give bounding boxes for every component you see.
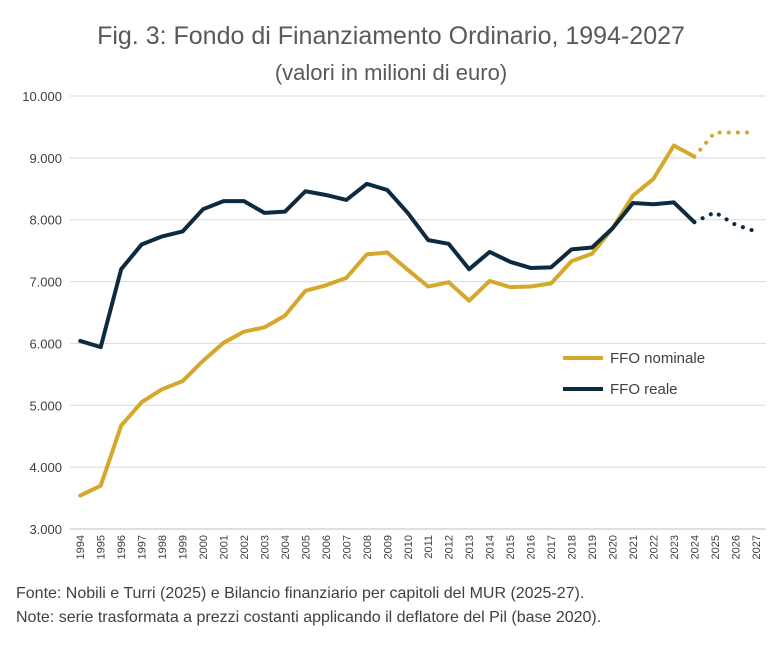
x-axis-ticks: 1994 1995 1996 1997 1998 1999 2000 2001 2002 2003… [75,535,763,559]
x-tick-label: 2002 [239,535,251,559]
x-tick-label: 2015 [505,535,517,559]
x-tick-label: 2010 [403,535,415,559]
x-tick-label: 1998 [157,535,169,559]
x-tick-label: 2023 [669,535,681,559]
x-tick-label: 2006 [321,535,333,559]
legend-label: FFO reale [610,381,678,398]
x-tick-label: 2026 [730,535,742,559]
x-tick-label: 2014 [485,535,497,559]
x-tick-label: 2024 [689,535,701,559]
chart-subtitle: (valori in milioni di euro) [274,60,508,85]
x-tick-label: 2004 [280,535,292,559]
y-tick-label: 5.000 [29,398,62,413]
x-tick-label: 2001 [219,535,231,559]
series-lines [78,130,758,498]
method-note: Note: serie trasformata a prezzi costant… [16,609,602,626]
x-tick-label: 1997 [137,535,149,559]
x-tick-label: 2009 [382,535,394,559]
y-tick-label: 8.000 [29,213,62,228]
x-tick-label: 2022 [648,535,660,559]
x-tick-label: 2019 [587,535,599,559]
x-tick-label: 2003 [259,535,271,559]
y-tick-label: 3.000 [29,522,62,537]
x-tick-label: 2027 [751,535,763,559]
x-tick-label: 2005 [300,535,312,559]
x-tick-label: 2000 [198,535,210,559]
series-forecast-line-1 [692,210,758,234]
series-line-1 [78,181,697,350]
x-tick-label: 2013 [464,535,476,559]
series-forecast-line-0 [692,130,758,159]
x-tick-label: 1994 [75,535,87,559]
x-tick-label: 2007 [341,535,353,559]
x-tick-label: 2012 [444,535,456,559]
x-tick-label: 2016 [526,535,538,559]
legend: FFO nominale FFO reale [563,350,705,398]
x-tick-label: 2021 [628,535,640,559]
y-axis-ticks: 3.000 4.000 5.000 6.000 7.000 8.000 9.000 10.00… [22,89,62,537]
x-tick-label: 1995 [96,535,108,559]
y-tick-label: 9.000 [29,151,62,166]
x-tick-label: 1999 [178,535,190,559]
x-tick-label: 2018 [567,535,579,559]
x-tick-label: 2025 [710,535,722,559]
x-tick-label: 2017 [546,535,558,559]
x-tick-label: 2011 [423,535,435,559]
y-tick-label: 7.000 [29,275,62,290]
chart-footer: Fonte: Nobili e Turri (2025) e Bilancio … [16,582,601,630]
source-note: Fonte: Nobili e Turri (2025) e Bilancio … [16,585,585,602]
chart-title: Fig. 3: Fondo di Finanziamento Ordinario… [97,22,685,50]
y-tick-label: 10.000 [22,89,62,104]
x-tick-label: 1996 [116,535,128,559]
grid-lines [70,95,766,530]
legend-label: FFO nominale [610,350,705,367]
y-tick-label: 4.000 [29,460,62,475]
y-tick-label: 6.000 [29,336,62,351]
x-tick-label: 2020 [607,535,619,559]
series-line-0 [78,143,697,498]
x-tick-label: 2008 [362,535,374,559]
